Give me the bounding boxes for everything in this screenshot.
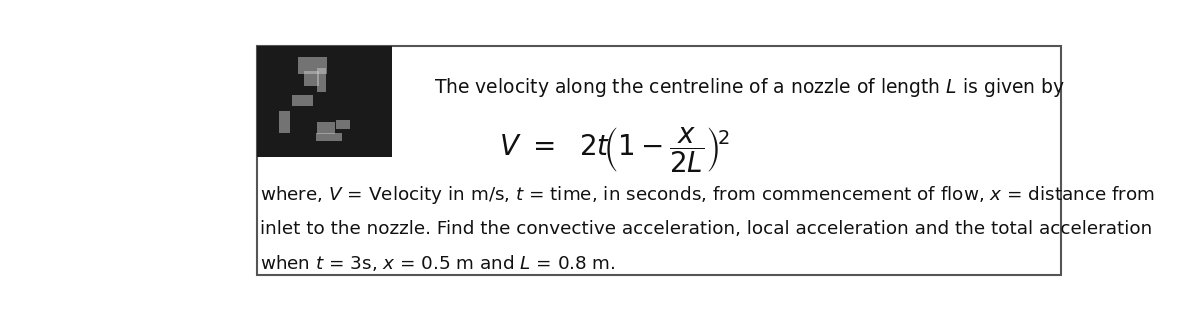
Bar xyxy=(316,132,342,141)
Bar xyxy=(292,95,313,106)
Text: when $t$ = 3s, $x$ = 0.5 m and $L$ = 0.8 m.: when $t$ = 3s, $x$ = 0.5 m and $L$ = 0.8… xyxy=(259,252,616,273)
Text: The velocity along the centreline of a nozzle of length $\mathit{L}$ is given by: The velocity along the centreline of a n… xyxy=(433,76,1064,99)
Text: inlet to the nozzle. Find the convective acceleration, local acceleration and th: inlet to the nozzle. Find the convective… xyxy=(259,220,1152,238)
Bar xyxy=(317,68,326,92)
Bar xyxy=(305,71,319,86)
Bar xyxy=(298,57,328,74)
Bar xyxy=(336,120,350,129)
Bar xyxy=(318,122,335,134)
FancyBboxPatch shape xyxy=(257,46,1062,275)
Text: where, $V$ = Velocity in m/s, $t$ = time, in seconds, from commencement of flow,: where, $V$ = Velocity in m/s, $t$ = time… xyxy=(259,184,1154,206)
Bar xyxy=(257,46,391,157)
Text: $V \ = \ \ 2t\!\left(1 - \dfrac{x}{2L}\right)^{\!2}$: $V \ = \ \ 2t\!\left(1 - \dfrac{x}{2L}\r… xyxy=(499,126,731,175)
Bar xyxy=(280,111,290,133)
